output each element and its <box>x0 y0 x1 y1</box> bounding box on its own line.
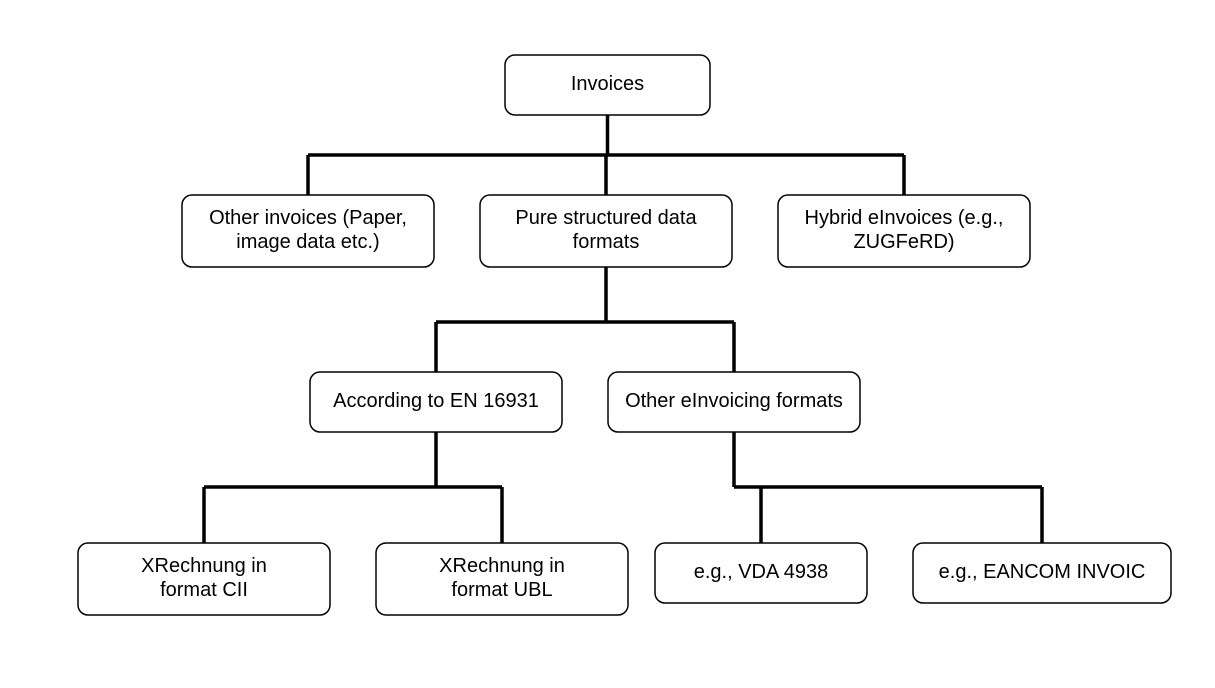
node-label: According to EN 16931 <box>333 390 539 412</box>
edges-group <box>204 115 1042 543</box>
node-label: Invoices <box>571 73 644 95</box>
node-label: e.g., EANCOM INVOIC <box>939 561 1146 583</box>
node-root: Invoices <box>505 55 710 115</box>
node-vda: e.g., VDA 4938 <box>655 543 867 603</box>
node-cii: XRechnung informat CII <box>78 543 330 615</box>
node-oei: Other eInvoicing formats <box>608 372 860 432</box>
node-en: According to EN 16931 <box>310 372 562 432</box>
node-label: e.g., VDA 4938 <box>694 561 829 583</box>
node-label: Other eInvoicing formats <box>625 390 843 412</box>
nodes-group: Invoices Other invoices (Paper,image data… <box>78 55 1171 615</box>
node-hybrid: Hybrid eInvoices (e.g.,ZUGFeRD) <box>778 195 1030 267</box>
node-other: Other invoices (Paper,image data etc.) <box>182 195 434 267</box>
node-pure: Pure structured dataformats <box>480 195 732 267</box>
node-eancom: e.g., EANCOM INVOIC <box>913 543 1171 603</box>
invoice-hierarchy-diagram: Invoices Other invoices (Paper,image data… <box>0 0 1215 688</box>
node-ubl: XRechnung informat UBL <box>376 543 628 615</box>
